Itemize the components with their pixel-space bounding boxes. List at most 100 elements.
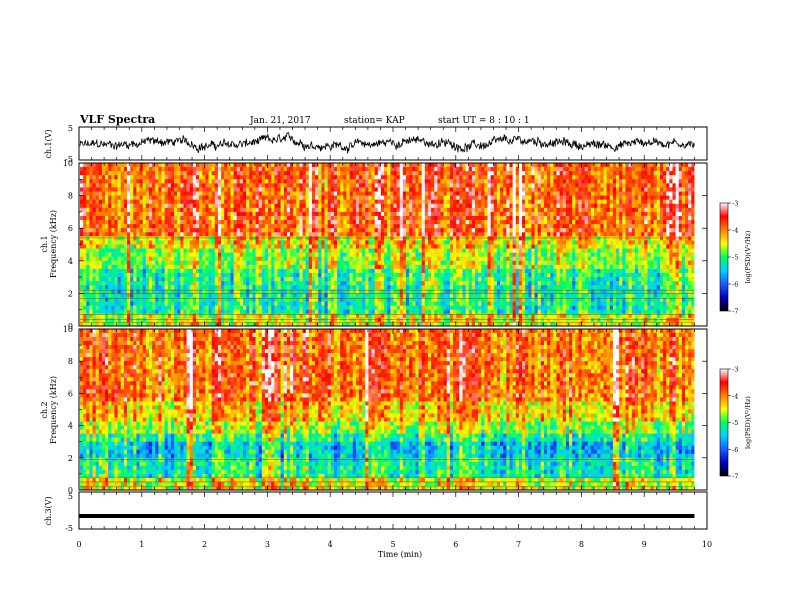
spectrogram-cell	[195, 207, 200, 213]
spectrogram-cell	[120, 215, 125, 221]
spectrogram-cell	[540, 195, 545, 201]
spectrogram-cell	[302, 248, 307, 254]
spectrogram-cell	[362, 256, 366, 262]
spectrogram-cell	[437, 224, 441, 229]
spectrogram-cell	[268, 252, 272, 258]
spectrogram-cell	[302, 167, 307, 172]
spectrogram-cell	[685, 203, 689, 209]
spectrogram-cell	[669, 183, 673, 188]
spectrogram-cell	[487, 175, 492, 180]
spectrogram-cell	[666, 171, 670, 176]
spectrogram-cell	[152, 171, 156, 176]
spectrogram-cell	[622, 248, 626, 254]
spectrogram-cell	[666, 256, 670, 262]
spectrogram-cell	[431, 215, 435, 221]
spectrogram-cell	[569, 220, 573, 225]
spectrogram-cell	[343, 199, 347, 205]
spectrogram-cell	[543, 211, 548, 217]
spectrogram-cell	[305, 187, 310, 192]
spectrogram-cell	[286, 252, 291, 258]
spectrogram-cell	[628, 187, 633, 192]
spectrogram-cell	[239, 191, 244, 197]
spectrogram-cell	[681, 195, 686, 201]
spectrogram-cell	[123, 195, 128, 201]
spectrogram-cell	[117, 256, 122, 262]
spectrogram-cell	[230, 203, 235, 209]
spectrogram-cell	[550, 211, 554, 217]
spectrogram-cell	[681, 171, 686, 176]
spectrogram-cell	[221, 199, 225, 205]
spectrogram-cell	[321, 171, 325, 176]
spectrogram-cell	[594, 236, 598, 241]
spectrogram-cell	[647, 256, 651, 262]
spectrogram-cell	[252, 199, 256, 205]
spectrogram-cell	[274, 171, 278, 176]
spectrogram-cell	[609, 187, 614, 192]
spectrogram-cell	[547, 232, 551, 237]
spectrogram-cell	[431, 244, 435, 249]
spectrogram-cell	[108, 260, 112, 266]
spectrogram-cell	[111, 256, 115, 262]
spectrogram-cell	[644, 163, 648, 168]
spectrogram-cell	[462, 215, 466, 221]
spectrogram-cell	[431, 179, 435, 184]
spectrogram-cell	[691, 220, 695, 225]
spectrogram-cell	[481, 167, 485, 172]
spectrogram-cell	[512, 211, 517, 217]
spectrogram-cell	[515, 248, 520, 254]
spectrogram-cell	[123, 252, 128, 258]
spectrogram-cell	[189, 207, 194, 213]
spectrogram-cell	[208, 199, 213, 205]
spectrogram-cell	[158, 220, 162, 225]
spectrogram-cell	[311, 183, 316, 188]
spectrogram-cell	[261, 244, 266, 249]
spectrogram-cell	[446, 252, 451, 258]
spectrogram-cell	[86, 236, 90, 241]
spectrogram-cell	[324, 215, 329, 221]
spectrogram-cell	[293, 215, 297, 221]
spectrogram-cell	[227, 179, 231, 184]
spectrogram-cell	[653, 232, 658, 237]
spectrogram-cell	[305, 171, 310, 176]
spectrogram-cell	[308, 167, 313, 172]
spectrogram-cell	[644, 211, 648, 217]
spectrogram-cell	[83, 163, 87, 168]
spectrogram-cell	[230, 264, 235, 270]
spectrogram-cell	[663, 167, 667, 172]
spectrogram-cell	[587, 248, 592, 254]
spectrogram-cell	[145, 256, 150, 262]
spectrogram-cell	[174, 191, 178, 197]
spectrogram-cell	[543, 207, 548, 213]
spectrogram-cell	[380, 163, 385, 168]
spectrogram-cell	[368, 175, 372, 180]
spectrogram-cell	[83, 171, 87, 176]
spectrogram-cell	[509, 207, 514, 213]
spectrogram-cell	[352, 175, 357, 180]
spectrogram-cell	[145, 171, 150, 176]
spectrogram-cell	[148, 260, 153, 266]
spectrogram-cell	[177, 187, 181, 192]
spectrogram-cell	[484, 236, 488, 241]
spectrogram-cell	[669, 191, 673, 197]
spectrogram-cell	[625, 175, 629, 180]
spectrogram-cell	[120, 167, 125, 172]
spectrogram-cell	[164, 252, 169, 258]
spectrogram-cell	[133, 195, 137, 201]
spectrogram-cell	[133, 244, 137, 249]
spectrogram-cell	[522, 232, 526, 237]
spectrogram-cell	[89, 191, 93, 197]
spectrogram-cell	[572, 260, 576, 266]
spectrogram-cell	[86, 264, 90, 270]
spectrogram-cell	[396, 195, 401, 201]
spectrogram-cell	[321, 183, 325, 188]
spectrogram-cell	[493, 232, 498, 237]
spectrogram-cell	[688, 260, 692, 266]
spectrogram-cell	[280, 264, 285, 270]
spectrogram-cell	[355, 211, 360, 217]
spectrogram-cell	[349, 248, 354, 254]
spectrogram-cell	[217, 252, 222, 258]
spectrogram-cell	[98, 203, 103, 209]
spectrogram-cell	[594, 167, 598, 172]
spectrogram-cell	[340, 199, 344, 205]
spectrogram-cell	[337, 240, 341, 245]
